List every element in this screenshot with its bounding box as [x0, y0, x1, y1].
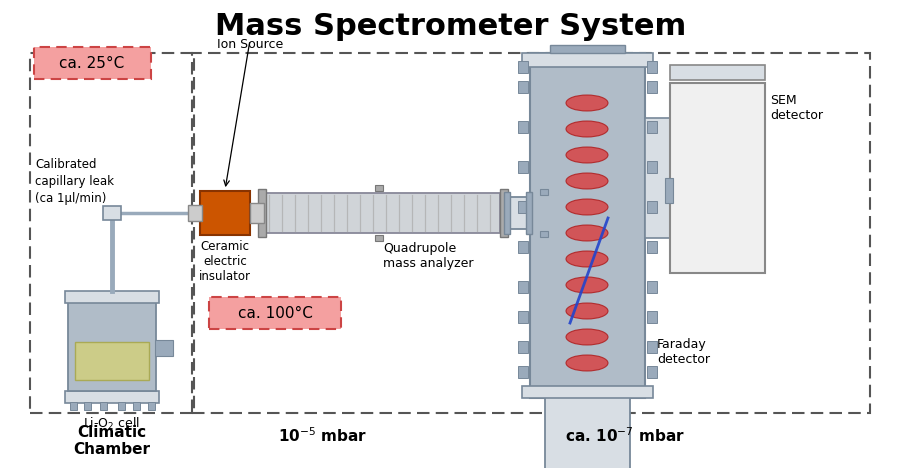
Bar — [647, 81, 657, 93]
Bar — [188, 205, 202, 221]
Bar — [375, 185, 383, 191]
Bar — [518, 161, 528, 173]
Ellipse shape — [566, 329, 608, 345]
Bar — [647, 366, 657, 378]
Bar — [647, 311, 657, 323]
Bar — [645, 118, 670, 238]
Bar — [518, 341, 528, 353]
Bar — [103, 206, 121, 220]
Bar — [665, 178, 673, 203]
Bar — [508, 197, 530, 229]
Bar — [647, 61, 657, 73]
Ellipse shape — [566, 303, 608, 319]
Bar — [264, 193, 500, 233]
Bar — [647, 341, 657, 353]
Ellipse shape — [566, 355, 608, 371]
Bar — [522, 53, 653, 67]
Text: Mass Spectrometer System: Mass Spectrometer System — [216, 12, 686, 41]
Bar — [540, 231, 548, 237]
Bar — [550, 45, 625, 53]
Text: Li-O$_2$ cell: Li-O$_2$ cell — [83, 416, 141, 432]
Bar — [545, 396, 630, 468]
FancyBboxPatch shape — [209, 297, 341, 329]
Bar — [670, 65, 765, 80]
Bar — [192, 53, 870, 413]
Text: ca. 100°C: ca. 100°C — [237, 306, 312, 321]
Bar — [155, 340, 173, 356]
Ellipse shape — [566, 147, 608, 163]
Ellipse shape — [566, 121, 608, 137]
Bar — [518, 121, 528, 133]
Bar — [518, 366, 528, 378]
Bar — [68, 301, 156, 391]
Bar — [250, 203, 264, 223]
FancyBboxPatch shape — [34, 47, 151, 79]
Bar — [65, 291, 159, 303]
Bar — [375, 235, 383, 241]
Bar — [500, 189, 508, 237]
Ellipse shape — [566, 277, 608, 293]
Bar — [258, 189, 266, 237]
Bar — [647, 241, 657, 253]
Bar — [30, 53, 194, 413]
Bar — [647, 121, 657, 133]
Bar — [148, 402, 155, 410]
Bar — [647, 281, 657, 293]
Bar — [133, 402, 140, 410]
Bar — [647, 161, 657, 173]
Bar — [118, 402, 125, 410]
Bar — [518, 81, 528, 93]
Bar — [200, 191, 250, 235]
Text: ca. 25°C: ca. 25°C — [60, 56, 124, 71]
Text: Climatic
Chamber: Climatic Chamber — [73, 425, 151, 457]
Ellipse shape — [566, 199, 608, 215]
Bar — [70, 402, 77, 410]
Bar — [530, 53, 645, 398]
Bar — [522, 386, 653, 398]
Bar — [84, 402, 91, 410]
Text: Quadrupole
mass analyzer: Quadrupole mass analyzer — [383, 242, 474, 270]
Ellipse shape — [566, 173, 608, 189]
Text: Ion Source: Ion Source — [216, 38, 283, 51]
Bar — [647, 201, 657, 213]
Bar — [100, 402, 107, 410]
Bar — [65, 391, 159, 403]
Bar — [526, 192, 532, 234]
Text: Faraday
detector: Faraday detector — [657, 338, 710, 366]
Text: 10$^{-5}$ mbar: 10$^{-5}$ mbar — [278, 426, 367, 445]
Bar — [518, 241, 528, 253]
Bar — [518, 281, 528, 293]
Text: Ceramic
electric
insulator: Ceramic electric insulator — [199, 240, 251, 283]
Bar — [670, 83, 765, 273]
Text: SEM
detector: SEM detector — [770, 94, 823, 122]
Bar — [540, 189, 548, 195]
Ellipse shape — [566, 251, 608, 267]
Bar — [518, 201, 528, 213]
Text: Calibrated
capillary leak
(ca 1μl/min): Calibrated capillary leak (ca 1μl/min) — [35, 158, 114, 205]
Bar — [518, 61, 528, 73]
Text: ca. 10$^{-7}$ mbar: ca. 10$^{-7}$ mbar — [565, 426, 685, 445]
Ellipse shape — [566, 95, 608, 111]
Bar — [518, 311, 528, 323]
Ellipse shape — [566, 225, 608, 241]
Bar — [504, 192, 510, 234]
Bar — [75, 342, 149, 380]
